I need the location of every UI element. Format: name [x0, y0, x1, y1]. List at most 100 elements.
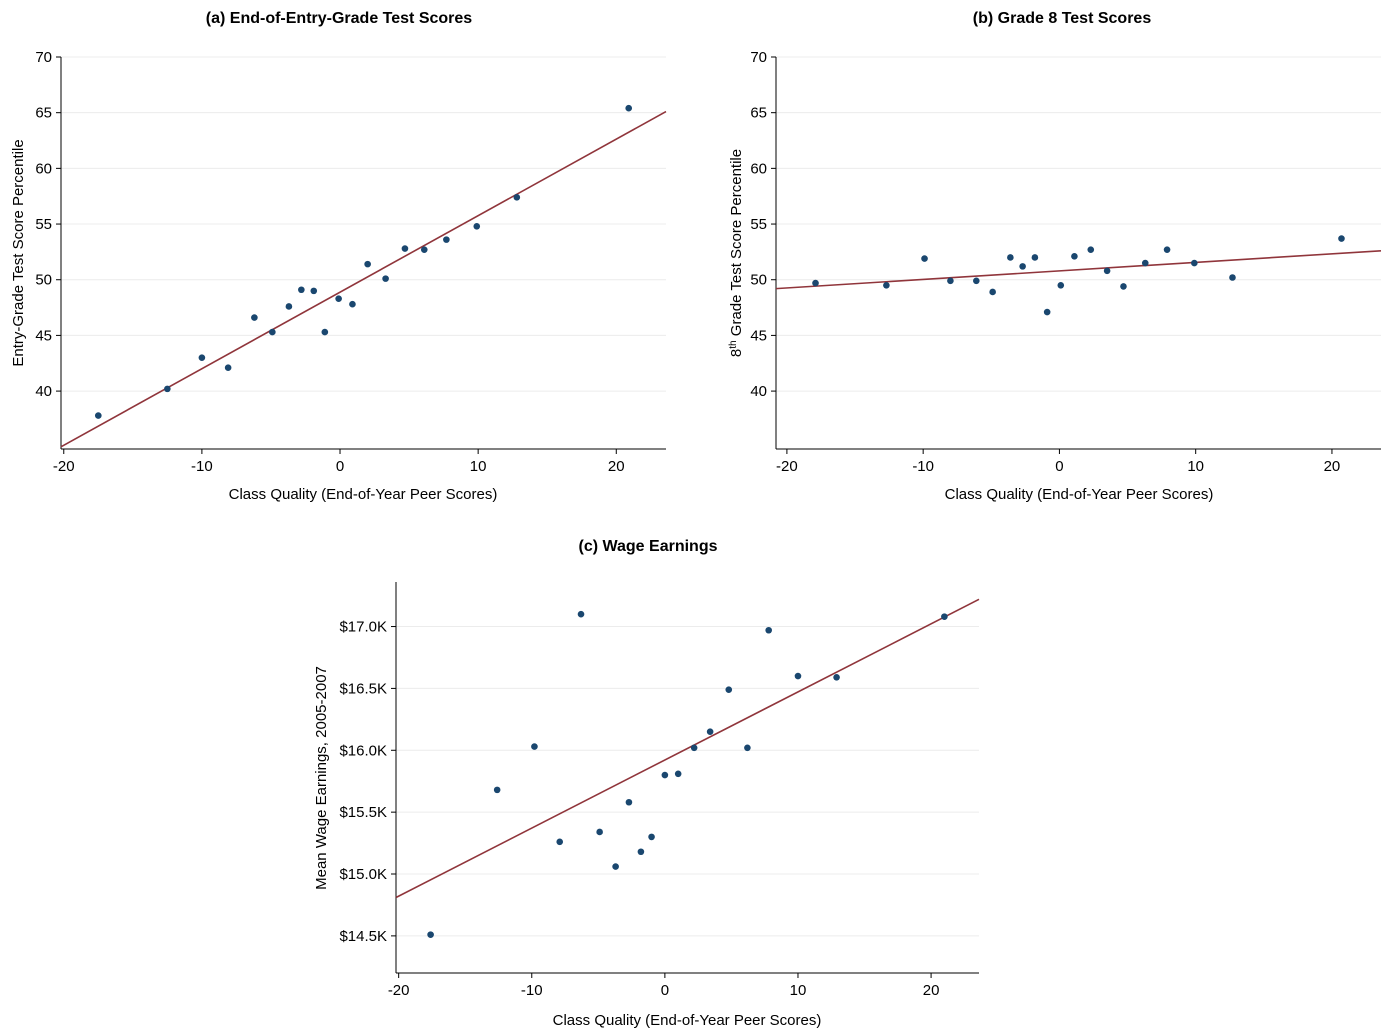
panel-b-data-point [1087, 246, 1095, 253]
panel-c-x-axis-label: Class Quality (End-of-Year Peer Scores) [553, 1012, 822, 1029]
panel-c-data-point [427, 931, 434, 938]
panel-a-data-point [473, 222, 481, 230]
panel-b-y-axis-label: 8th Grade Test Score Percentile [728, 149, 746, 357]
panel-a-gridlines [61, 56, 666, 392]
panel-b-data-point [973, 277, 980, 285]
panel-a-data-point [251, 314, 258, 321]
panel-a-data-point [420, 246, 428, 253]
panel-c-y-tick-label: $16.0K [339, 742, 387, 759]
panel-c-data-point [941, 613, 948, 620]
panel-b-y-axis-label-number: 8 [728, 349, 745, 357]
panel-c-gridlines [396, 626, 979, 937]
panel-c-data-point [625, 798, 633, 806]
panel-a-data-point [310, 287, 318, 295]
panel-b-y-tick-label: 45 [750, 327, 767, 344]
panel-a-fit-line [60, 110, 667, 448]
panel-a-data-point [513, 194, 521, 201]
panel-b-data-point [1163, 246, 1171, 253]
panel-c-data-point [794, 672, 802, 680]
panel-c-x-tick-label: -20 [388, 982, 410, 999]
panel-b-data-point [1120, 283, 1127, 290]
panel-b-y-axis-label-sup: th [728, 340, 739, 348]
panel-c-y-axis-label: Mean Wage Earnings, 2005-2007 [313, 666, 330, 890]
panel-b-x-tick-label: 10 [1187, 458, 1204, 475]
panel-a-y-tick-label: 50 [35, 272, 52, 289]
panel-b-ticks: 40 45 50 55 60 65 70 -20 -10 0 10 20 [750, 49, 1340, 475]
panel-a-data-point [269, 328, 276, 336]
panel-c-fit-line [395, 598, 980, 899]
panel-c-y-tick-label: $14.5K [339, 928, 387, 945]
panel-b-data-point [1338, 235, 1345, 242]
panel-a-data-point [164, 385, 171, 393]
panel-b-y-tick-label: 65 [750, 105, 767, 122]
panel-c-data-point [556, 838, 564, 846]
panel-a-data-point [364, 260, 371, 268]
panel-c-data-point [725, 686, 733, 693]
panel-c-y-tick-label: $17.0K [339, 619, 387, 636]
panel-c-y-tick-label: $16.5K [339, 680, 387, 697]
panel-a-data-point [198, 354, 206, 361]
panel-c-data-point [596, 828, 603, 836]
panel-c-data-point [690, 744, 698, 752]
panel-c-title: (c) Wage Earnings [579, 538, 718, 555]
panel-b-y-tick-label: 60 [750, 160, 767, 177]
panel-a-y-tick-label: 70 [35, 49, 52, 66]
panel-a-x-tick-label: 10 [470, 458, 487, 475]
panel-b-points [812, 235, 1345, 316]
panel-c-data-point [493, 786, 501, 794]
panel-b-x-axis-label: Class Quality (End-of-Year Peer Scores) [945, 486, 1214, 503]
panel-c-data-point [661, 771, 669, 779]
panel-a-data-point [625, 104, 633, 112]
panel-c-chart: (c) Wage Earnings $14.5K $15.0K $15.5K $16.… [313, 538, 980, 1029]
panel-c-data-point [706, 728, 714, 736]
panel-c-data-point [833, 673, 840, 681]
panel-c-data-point [765, 626, 772, 634]
panel-b-data-point [1071, 253, 1078, 260]
panel-a-x-tick-label: -10 [191, 458, 213, 475]
panel-c-y-tick-label: $15.0K [339, 866, 387, 883]
panel-b-data-point [812, 279, 819, 287]
panel-c-x-tick-label: 20 [923, 982, 940, 999]
panel-c-data-point [674, 770, 682, 778]
panel-b-data-point [1141, 259, 1149, 267]
panel-b-y-tick-label: 40 [750, 383, 767, 400]
panel-a-data-point [382, 275, 389, 282]
panel-a-y-tick-label: 65 [35, 105, 52, 122]
panel-c-data-point [648, 833, 655, 841]
panel-b-data-point [1043, 308, 1051, 316]
panel-a-data-point [224, 364, 232, 372]
panel-a-x-tick-label: -20 [53, 458, 75, 475]
panel-c-x-tick-label: 10 [790, 982, 807, 999]
panel-c-ticks: $14.5K $15.0K $15.5K $16.0K $16.5K $17.0K -20 -… [339, 619, 939, 999]
panel-a-data-point [285, 303, 293, 310]
panel-a-y-tick-label: 45 [35, 327, 52, 344]
panel-a-y-axis-label: Entry-Grade Test Score Percentile [10, 139, 27, 366]
panel-c-x-tick-label: 0 [661, 982, 669, 999]
panel-b-gridlines [776, 56, 1381, 392]
panel-a-data-point [443, 236, 450, 243]
panel-a-data-point [335, 295, 342, 302]
panel-b-y-tick-label: 55 [750, 216, 767, 233]
panel-a-ticks: 40 45 50 55 60 65 70 -20 -10 0 10 20 [35, 49, 624, 475]
panel-b-data-point [1103, 267, 1111, 275]
panel-b-y-tick-label: 70 [750, 49, 767, 66]
panel-a-data-point [321, 328, 329, 336]
panel-c-data-point [637, 848, 645, 856]
panel-b-x-tick-label: 0 [1055, 458, 1063, 475]
panel-b-data-point [1191, 259, 1198, 267]
panel-b-data-point [883, 281, 890, 289]
panel-a-data-point [94, 412, 102, 419]
panel-b-x-tick-label: -20 [776, 458, 798, 475]
panel-b-title: (b) Grade 8 Test Scores [973, 10, 1152, 27]
panel-a-data-point [298, 286, 305, 294]
panel-b-data-point [1031, 254, 1039, 261]
panel-c-y-tick-label: $15.5K [339, 804, 387, 821]
panel-c-x-tick-label: -10 [521, 982, 543, 999]
panel-c-data-point [531, 743, 538, 750]
panel-b-data-point [1019, 263, 1026, 270]
panel-c-data-point [744, 744, 751, 752]
panel-a-x-axis-label: Class Quality (End-of-Year Peer Scores) [229, 486, 498, 503]
panel-b-x-tick-label: 20 [1324, 458, 1341, 475]
panel-a-points [94, 104, 633, 419]
panel-a-x-tick-label: 20 [608, 458, 625, 475]
